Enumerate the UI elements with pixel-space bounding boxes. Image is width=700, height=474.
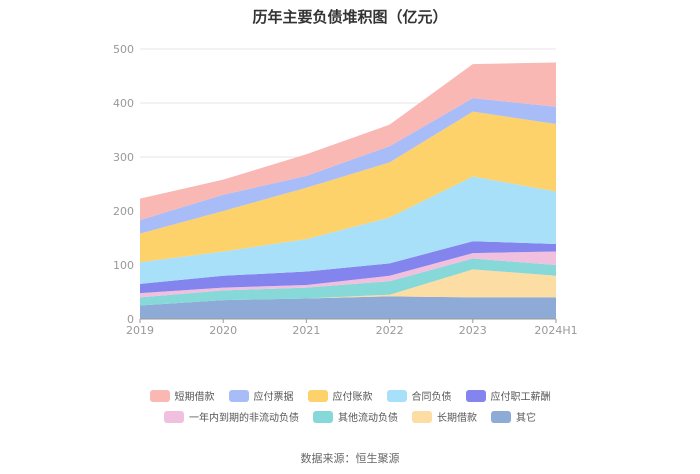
legend-label: 应付职工薪酬 [490, 392, 551, 403]
x-tick-label: 2020 [209, 324, 237, 337]
legend-item[interactable]: 合同负债 [386, 388, 452, 403]
x-tick-label: 2024H1 [534, 324, 577, 337]
legend-item[interactable]: 短期借款 [149, 388, 215, 403]
area-series [140, 296, 556, 319]
y-tick-label: 500 [113, 43, 134, 56]
legend-label: 长期借款 [437, 413, 477, 424]
legend-item[interactable]: 其他流动负债 [313, 409, 398, 424]
legend-swatch [412, 410, 432, 423]
x-tick-label: 2021 [292, 324, 320, 337]
area-series [140, 62, 556, 221]
area-series [140, 269, 556, 306]
legend-label: 应付票据 [253, 392, 294, 403]
legend-swatch [307, 389, 328, 402]
legend-swatch [465, 389, 486, 402]
legend-label: 其他流动负债 [338, 413, 398, 424]
chart-title: 历年主要负债堆积图（亿元） [252, 8, 448, 26]
legend-swatch [149, 389, 170, 402]
area-series [140, 258, 556, 306]
legend-item[interactable]: 应付职工薪酬 [465, 388, 551, 403]
legend-label: 应付账款 [332, 392, 373, 403]
area-series [140, 241, 556, 294]
legend-label: 一年内到期的非流动负债 [189, 413, 299, 424]
legend-swatch [386, 389, 407, 402]
legend-label: 合同负债 [411, 392, 452, 403]
legend-row: 一年内到期的非流动负债 其他流动负债 长期借款 其它 [0, 409, 700, 424]
area-series [140, 251, 556, 298]
x-tick-label: 2022 [376, 324, 404, 337]
chart-legend: 短期借款 应付票据 应付账款 合同负债 应付职工薪酬一年内到期的非流动负债 其他流动负债 长… [0, 388, 700, 430]
area-series [140, 111, 556, 263]
legend-label: 短期借款 [174, 392, 215, 403]
legend-item[interactable]: 长期借款 [412, 409, 477, 424]
x-tick-label: 2023 [459, 324, 487, 337]
area-series [140, 98, 556, 234]
area-series [140, 176, 556, 284]
legend-item[interactable]: 应付票据 [228, 388, 294, 403]
y-tick-label: 100 [113, 259, 134, 272]
legend-row: 短期借款 应付票据 应付账款 合同负债 应付职工薪酬 [0, 388, 700, 403]
y-tick-label: 0 [127, 313, 134, 326]
legend-item[interactable]: 应付账款 [307, 388, 373, 403]
data-source: 数据来源：恒生聚源 [300, 452, 400, 465]
y-tick-label: 300 [113, 151, 134, 164]
legend-item[interactable]: 一年内到期的非流动负债 [164, 409, 299, 424]
legend-item[interactable]: 其它 [491, 409, 536, 424]
y-tick-label: 400 [113, 97, 134, 110]
legend-swatch [228, 389, 249, 402]
legend-swatch [491, 410, 511, 423]
legend-swatch [164, 410, 184, 423]
legend-swatch [313, 410, 333, 423]
x-tick-label: 2019 [126, 324, 154, 337]
legend-label: 其它 [516, 413, 536, 424]
y-tick-label: 200 [113, 205, 134, 218]
